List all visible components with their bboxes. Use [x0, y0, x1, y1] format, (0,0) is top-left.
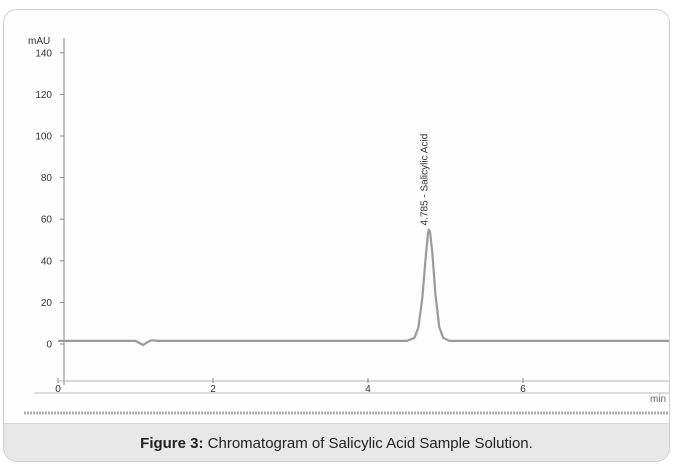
chromatogram-trace — [58, 228, 669, 347]
x-tick-label: 0 — [55, 384, 61, 395]
y-tick-label: 0 — [46, 340, 52, 351]
y-tick-label: 80 — [41, 173, 53, 184]
y-tick-label: 100 — [35, 132, 52, 143]
chart-svg: mAU min 0 20 40 60 80 100 120 140 0 2 4 6 4.785 - … — [24, 36, 669, 415]
peak-annotation: 4.785 - Salicylic Acid — [419, 134, 430, 226]
y-tick-label: 40 — [41, 256, 53, 267]
chromatogram-chart: mAU min 0 20 40 60 80 100 120 140 0 2 4 6 4.785 - … — [4, 10, 669, 425]
y-tick-label: 120 — [35, 90, 52, 101]
y-tick-label: 140 — [35, 48, 52, 59]
y-tick-label: 20 — [41, 298, 53, 309]
y-tick-label: 60 — [41, 215, 53, 226]
y-ticks: 0 20 40 60 80 100 120 140 — [35, 48, 64, 351]
figure-frame: mAU min 0 20 40 60 80 100 120 140 0 2 4 6 4.785 - … — [3, 9, 670, 462]
figure-caption: Figure 3: Chromatogram of Salicylic Acid… — [4, 423, 669, 461]
x-tick-label: 2 — [210, 384, 216, 395]
x-tick-label: 6 — [520, 384, 526, 395]
caption-text: Chromatogram of Salicylic Acid Sample So… — [207, 435, 533, 452]
x-tick-label: 4 — [365, 384, 371, 395]
caption-label: Figure 3: — [140, 435, 204, 452]
x-ticks: 0 2 4 6 — [55, 378, 526, 395]
x-axis-unit-label: min — [650, 394, 666, 405]
y-axis-unit-label: mAU — [28, 36, 50, 47]
